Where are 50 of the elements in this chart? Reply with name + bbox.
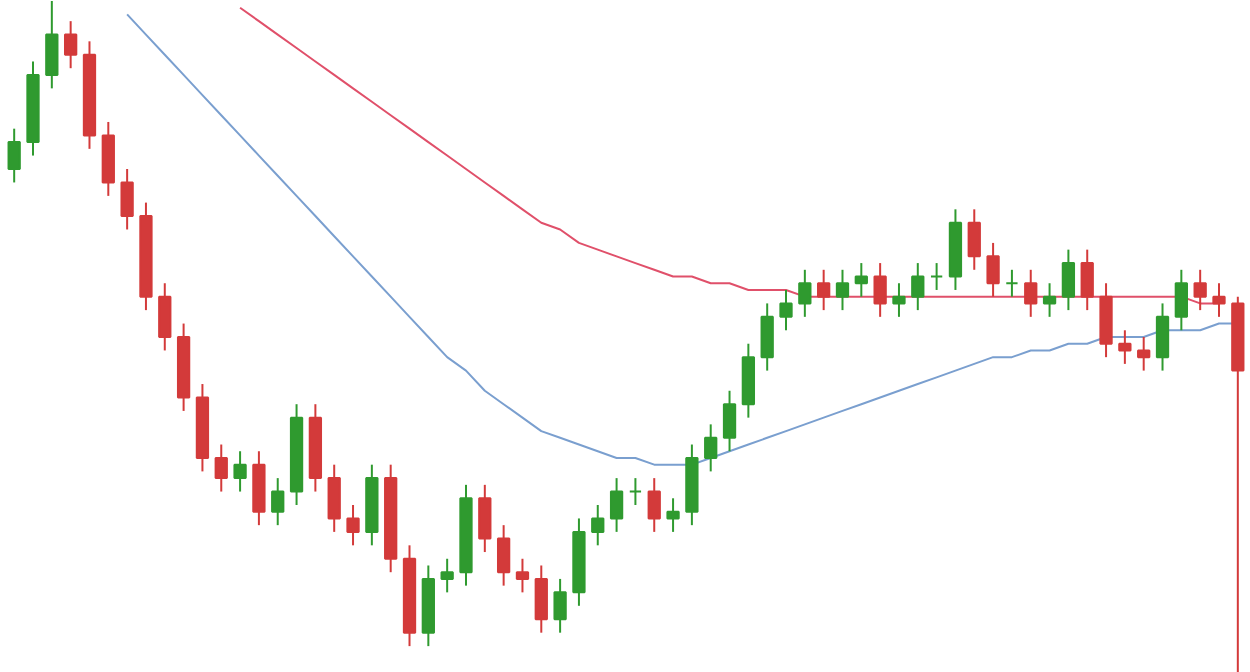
candlestick (496, 524, 511, 587)
candlestick (1155, 302, 1170, 372)
candlestick (647, 477, 661, 533)
candlestick (45, 1, 59, 90)
candlestick (817, 268, 831, 312)
candlestick (591, 504, 605, 547)
candlestick (1212, 282, 1226, 318)
candlestick (704, 423, 718, 473)
candlestick (214, 443, 228, 493)
candlestick (986, 241, 1000, 298)
candlestick (1024, 268, 1038, 318)
candlestick (158, 282, 172, 352)
candlestick (1174, 268, 1188, 332)
candlestick (1137, 336, 1151, 372)
candlestick (741, 342, 756, 419)
candlestick (1005, 268, 1019, 298)
candlestick (854, 262, 868, 298)
candlestick (1042, 282, 1057, 318)
candlestick (967, 208, 981, 271)
candlestick (534, 564, 548, 634)
candlestick (271, 477, 285, 527)
candlestick (666, 497, 680, 533)
candlestick (835, 268, 850, 312)
candlestick (120, 168, 134, 231)
candlestick (798, 268, 812, 318)
candlestick (327, 463, 341, 533)
candlestick (892, 282, 906, 318)
candlestick (628, 477, 643, 506)
candlestick (7, 127, 21, 184)
candlestick (1099, 282, 1113, 359)
candlestick (515, 557, 530, 594)
candlestick (779, 288, 793, 332)
candlestick (609, 477, 624, 533)
candlestick (440, 557, 454, 594)
candlestick (252, 450, 266, 527)
candlestick (1118, 329, 1132, 365)
candlestick (929, 262, 944, 291)
candlestick (233, 450, 247, 493)
candlestick (1080, 248, 1094, 312)
candlestick (478, 483, 492, 554)
candlestick (346, 504, 360, 547)
candlestick (1061, 248, 1076, 312)
candlestick (1193, 268, 1207, 312)
candlestick (760, 302, 774, 372)
candlestick (101, 120, 115, 197)
candlestick (911, 262, 925, 312)
candlestick (873, 262, 887, 318)
candlestick (553, 577, 567, 634)
candlestick (64, 20, 78, 70)
candlestick (722, 389, 737, 453)
